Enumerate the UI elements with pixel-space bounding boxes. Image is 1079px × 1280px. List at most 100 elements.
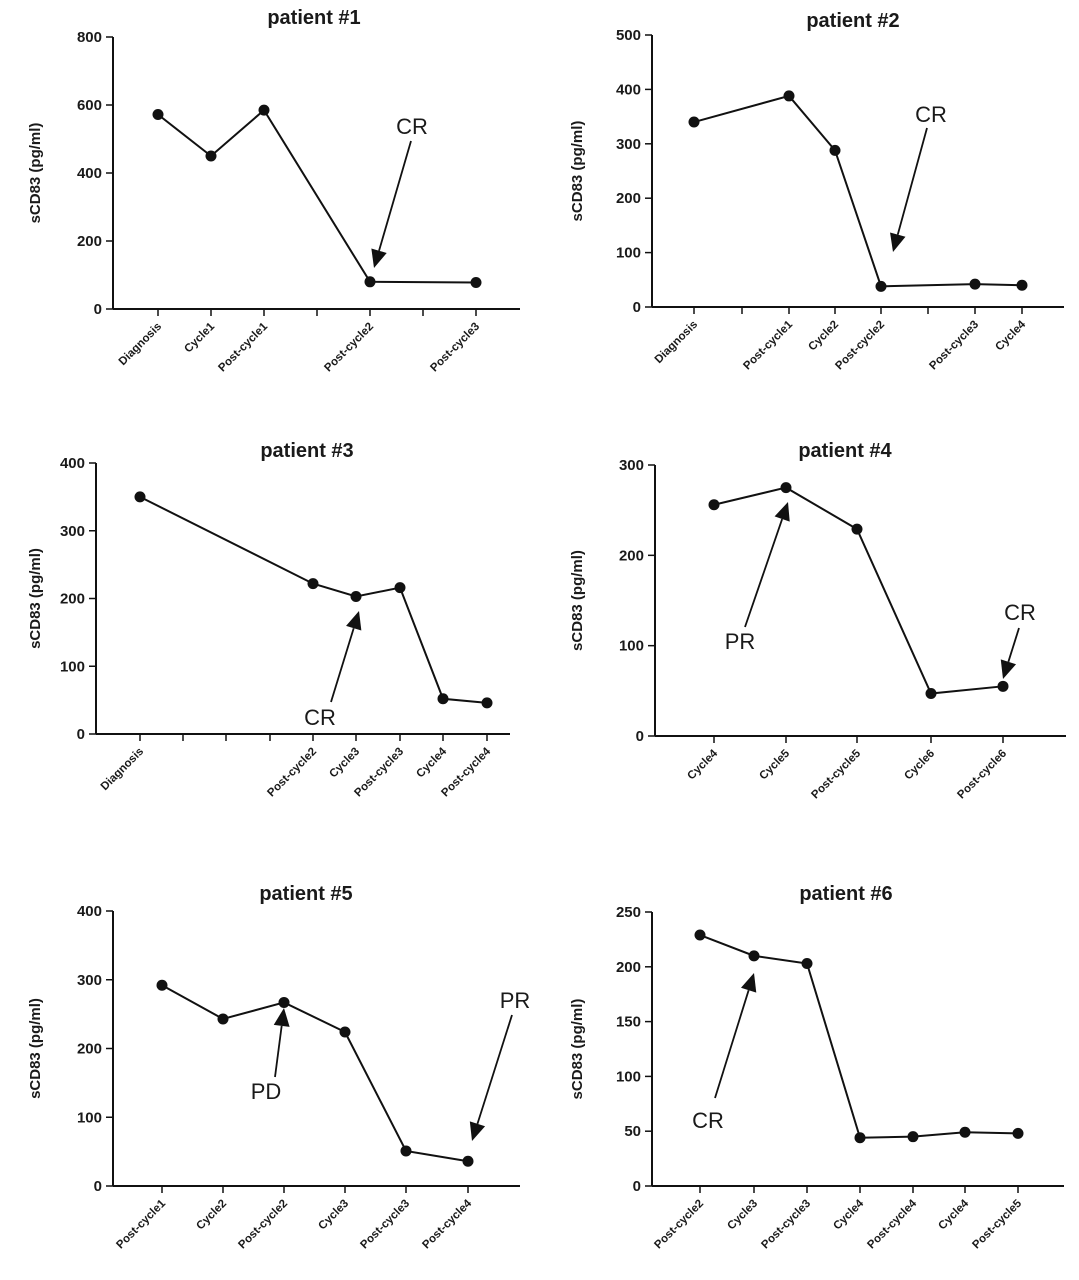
annotation-arrow-line	[744, 518, 783, 628]
annotation-arrow-line	[1007, 627, 1020, 663]
data-point	[364, 276, 376, 288]
annotation-arrow-head	[741, 973, 757, 993]
chart-title: patient #2	[806, 10, 899, 32]
data-point	[959, 1126, 971, 1138]
data-point	[307, 578, 319, 590]
x-tick-label: Post-cycle2	[652, 1198, 706, 1252]
data-point	[481, 697, 493, 709]
x-tick-label: Cycle3	[327, 746, 362, 781]
x-tick-label: Post-cycle1	[114, 1197, 168, 1251]
x-tick-label: Diagnosis	[99, 746, 146, 793]
x-tick-label: Cycle3	[316, 1198, 351, 1233]
y-tick-label: 200	[619, 547, 644, 564]
annotation-arrow-line	[476, 1014, 513, 1125]
annotation-label: CR	[692, 1108, 724, 1133]
data-point	[156, 979, 168, 991]
chart-title: patient #5	[259, 883, 352, 905]
x-tick-label: Post-cycle5	[809, 747, 863, 801]
data-point	[1012, 1127, 1024, 1139]
annotation-label: PR	[725, 629, 756, 654]
y-tick-label: 300	[619, 457, 644, 474]
annotation-arrow-line	[378, 140, 412, 251]
data-point	[217, 1013, 229, 1025]
y-axis-label: sCD83 (pg/ml)	[27, 123, 44, 224]
y-tick-label: 200	[77, 233, 102, 250]
y-tick-label: 600	[77, 97, 102, 114]
y-tick-label: 200	[77, 1041, 102, 1058]
data-point	[783, 90, 795, 102]
y-tick-label: 0	[77, 726, 85, 743]
data-point	[437, 693, 449, 705]
y-tick-label: 200	[616, 190, 641, 207]
y-tick-label: 200	[616, 959, 641, 976]
annotation-label: CR	[915, 102, 947, 127]
y-axis-label: sCD83 (pg/ml)	[569, 550, 586, 651]
x-tick-label: Post-cycle3	[759, 1198, 813, 1252]
x-tick-label: Post-cycle1	[216, 320, 270, 374]
y-tick-label: 300	[77, 972, 102, 989]
y-axis-label: sCD83 (pg/ml)	[569, 999, 586, 1100]
data-point	[997, 680, 1009, 692]
x-tick-label: Cycle4	[414, 745, 449, 780]
y-tick-label: 150	[616, 1014, 641, 1031]
series-line	[693, 94, 1023, 288]
data-point	[400, 1145, 412, 1157]
data-point	[854, 1132, 866, 1144]
data-point	[462, 1155, 474, 1167]
series-line	[139, 495, 488, 704]
data-point	[205, 150, 217, 162]
panel-patient-5: patient #5 sCD83 (pg/ml) 0 100 200 300 400 Post…	[27, 883, 530, 1251]
x-tick-label: Post-cycle3	[358, 1198, 412, 1252]
y-axis-label: sCD83 (pg/ml)	[569, 121, 586, 222]
annotation-label: CR	[304, 705, 336, 730]
x-tick-label: Diagnosis	[653, 319, 700, 366]
data-point	[829, 144, 841, 156]
chart-title: patient #6	[799, 883, 892, 905]
data-point	[851, 523, 863, 535]
chart-title: patient #3	[260, 440, 353, 462]
data-point	[470, 276, 482, 288]
y-tick-label: 100	[60, 658, 85, 675]
x-tick-label: Post-cycle4	[420, 1197, 474, 1251]
y-tick-label: 100	[616, 245, 641, 262]
y-tick-label: 250	[616, 904, 641, 921]
y-tick-label: 200	[60, 591, 85, 608]
x-tick-label: Cycle1	[182, 320, 217, 355]
data-point	[152, 109, 164, 121]
x-tick-label: Post-cycle3	[428, 321, 482, 375]
y-tick-label: 400	[60, 455, 85, 472]
y-tick-label: 0	[633, 1178, 641, 1195]
y-tick-label: 300	[60, 523, 85, 540]
x-tick-label: Post-cycle5	[970, 1197, 1024, 1251]
data-point	[780, 482, 792, 494]
y-tick-label: 0	[633, 299, 641, 316]
data-point	[278, 996, 290, 1008]
data-point	[339, 1026, 351, 1038]
data-point	[394, 582, 406, 594]
data-point	[748, 950, 760, 962]
annotation-arrow-head	[774, 502, 790, 522]
y-tick-label: 800	[77, 29, 102, 46]
y-axis-label: sCD83 (pg/ml)	[27, 998, 44, 1099]
series-line	[161, 984, 469, 1163]
annotation-label: PD	[251, 1079, 282, 1104]
x-tick-label: Cycle4	[685, 747, 720, 782]
x-tick-label: Diagnosis	[117, 321, 164, 368]
annotation-label: CR	[396, 114, 428, 139]
x-tick-label: Post-cycle2	[236, 1198, 290, 1252]
y-tick-label: 500	[616, 27, 641, 44]
x-tick-label: Cycle4	[831, 1197, 866, 1232]
data-point	[907, 1131, 919, 1143]
data-point	[1016, 279, 1028, 291]
annotation-arrow-head	[469, 1121, 486, 1141]
annotation-arrow-head	[890, 232, 906, 252]
panel-patient-6: patient #6 sCD83 (pg/ml) 0 50 100 150 200 250 Po…	[569, 883, 1064, 1251]
data-point	[688, 116, 700, 128]
series-line	[699, 934, 1019, 1139]
y-axis-label: sCD83 (pg/ml)	[27, 548, 44, 649]
annotation-arrow-head	[371, 248, 387, 268]
data-point	[350, 590, 362, 602]
x-tick-label: Cycle4	[936, 1197, 971, 1232]
annotation-arrow-line	[330, 627, 355, 703]
